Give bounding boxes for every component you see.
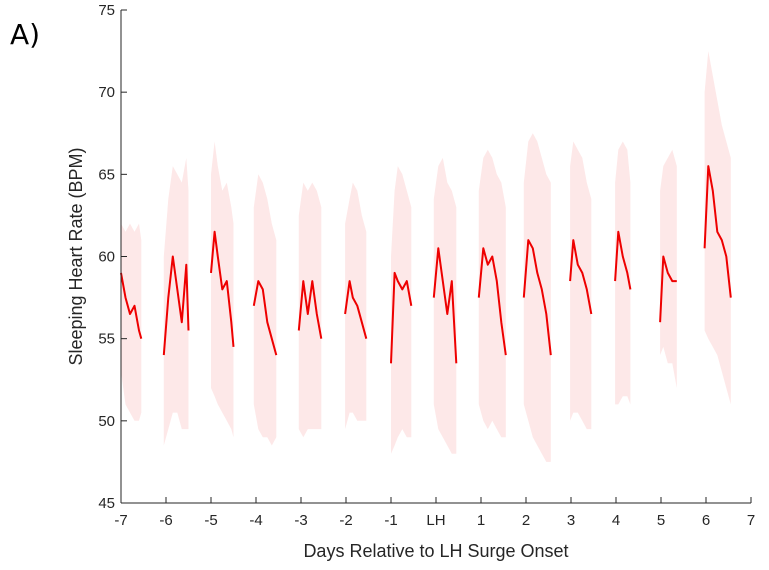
y-tick-label: 45 xyxy=(98,495,115,512)
mean-line-day--1 xyxy=(390,271,413,364)
band-day-1 xyxy=(478,149,506,438)
x-axis-label: Days Relative to LH Surge Onset xyxy=(303,541,568,561)
band-day--2 xyxy=(345,182,367,430)
panel-label: A) xyxy=(10,18,41,51)
y-tick-label: 70 xyxy=(98,84,115,101)
y-tick-label: 75 xyxy=(98,2,115,19)
y-tick-label: 65 xyxy=(98,166,115,183)
x-tick-label: -6 xyxy=(159,512,172,529)
band-day-3 xyxy=(570,141,592,430)
mean-line-day--2 xyxy=(344,280,368,339)
band-day-0 xyxy=(433,157,457,454)
mean-line-day-6 xyxy=(703,165,732,298)
mean-line-day-4 xyxy=(614,230,632,290)
band-day--3 xyxy=(298,182,322,438)
y-tick-label: 60 xyxy=(98,249,115,266)
x-tick-label: 1 xyxy=(477,512,485,529)
x-tick-label: -7 xyxy=(114,512,127,529)
y-axis-label: Sleeping Heart Rate (BPM) xyxy=(66,147,86,365)
x-tick-label: LH xyxy=(426,512,445,529)
y-tick-label: 55 xyxy=(98,331,115,348)
y-tick-label: 50 xyxy=(98,413,115,430)
mean-line-day-3 xyxy=(569,239,593,315)
mean-line-day-0 xyxy=(432,247,458,364)
band-day--1 xyxy=(391,166,412,454)
x-tick-label: 6 xyxy=(702,512,710,529)
band-day--6 xyxy=(163,157,189,446)
x-tick-label: -4 xyxy=(249,512,262,529)
x-tick-label: 4 xyxy=(612,512,620,529)
x-tick-label: 5 xyxy=(657,512,665,529)
mean-lines xyxy=(120,165,732,364)
mean-line-day--6 xyxy=(162,255,190,356)
x-tick-label: -5 xyxy=(204,512,217,529)
mean-line-day-5 xyxy=(659,255,677,323)
mean-line-day--7 xyxy=(120,272,143,339)
mean-line-day-2 xyxy=(522,239,552,356)
x-tick-label: 3 xyxy=(567,512,575,529)
x-tick-label: -1 xyxy=(384,512,397,529)
x-tick-label: 2 xyxy=(522,512,530,529)
band-day-2 xyxy=(523,133,551,462)
mean-line-day--5 xyxy=(210,230,235,347)
band-day--7 xyxy=(121,223,142,421)
confidence-bands xyxy=(121,51,731,462)
x-tick-label: -2 xyxy=(339,512,352,529)
mean-line-day-1 xyxy=(477,247,507,356)
mean-line-day--3 xyxy=(297,280,323,339)
band-day-4 xyxy=(615,141,631,405)
x-tick-label: -3 xyxy=(294,512,307,529)
x-tick-label: 7 xyxy=(747,512,755,529)
band-day-5 xyxy=(660,149,677,388)
mean-line-day--4 xyxy=(252,280,278,356)
